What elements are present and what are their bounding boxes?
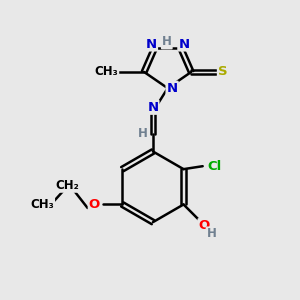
Text: CH₃: CH₃ xyxy=(94,65,118,79)
Text: N: N xyxy=(167,82,178,95)
Text: O: O xyxy=(199,219,210,232)
Text: CH₃: CH₃ xyxy=(30,198,54,211)
Text: H: H xyxy=(207,227,217,240)
Text: N: N xyxy=(178,38,189,50)
Text: N: N xyxy=(147,101,158,114)
Text: Cl: Cl xyxy=(207,160,222,173)
Text: S: S xyxy=(218,65,227,79)
Text: H: H xyxy=(138,127,148,140)
Text: CH₂: CH₂ xyxy=(55,179,79,192)
Text: H: H xyxy=(162,35,172,48)
Text: O: O xyxy=(89,198,100,211)
Text: N: N xyxy=(146,38,157,50)
